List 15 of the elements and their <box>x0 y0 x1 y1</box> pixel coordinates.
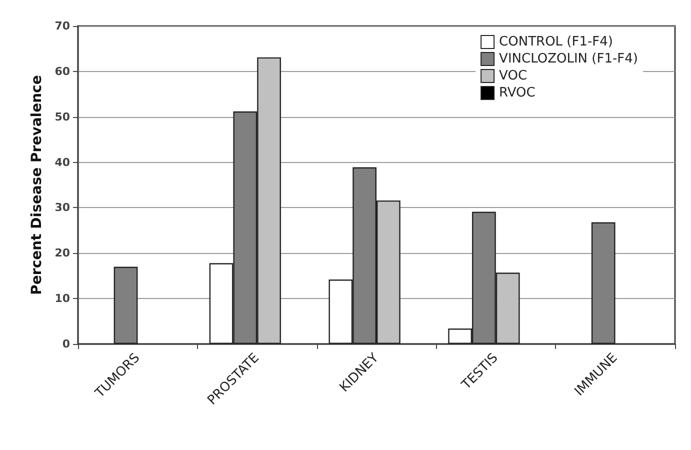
y-tick-label: 10 <box>54 292 70 306</box>
legend-label: VINCLOZOLIN (F1-F4) <box>499 52 638 66</box>
legend-label: CONTROL (F1-F4) <box>499 34 614 50</box>
legend-label: VOC <box>499 68 528 84</box>
y-tick-label: 60 <box>54 64 70 78</box>
y-tick-label: 30 <box>54 201 70 214</box>
y-tick-label: 0 <box>62 338 70 350</box>
y-tick-label: 40 <box>54 156 70 169</box>
y-tick-label: 50 <box>54 110 70 124</box>
y-tick-label: 20 <box>54 246 70 260</box>
legend-label: RVOC <box>499 86 536 100</box>
y-axis-title: Percent Disease Prevalence <box>28 75 45 295</box>
y-tick-label: 70 <box>54 20 70 32</box>
bar <box>591 222 616 344</box>
bar <box>114 266 138 344</box>
